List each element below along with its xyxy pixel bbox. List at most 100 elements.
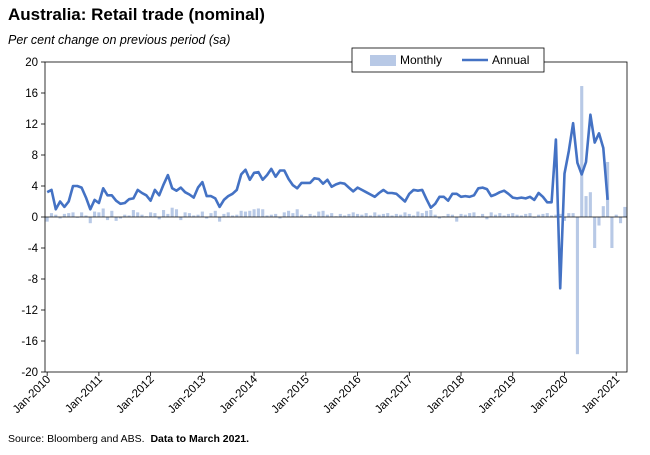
monthly-bar [248, 210, 252, 217]
monthly-bar [252, 209, 256, 217]
monthly-bar [243, 211, 248, 217]
monthly-bar [511, 213, 515, 217]
monthly-bar [463, 214, 467, 217]
monthly-bar [45, 217, 49, 222]
monthly-bar [105, 217, 110, 221]
x-tick-label: Jan-2020 [528, 374, 570, 416]
monthly-bar [312, 215, 316, 217]
monthly-bar [351, 212, 355, 217]
monthly-bar [368, 215, 373, 217]
monthly-bar [386, 213, 390, 217]
source-text: Source: Bloomberg and ABS. [8, 433, 145, 445]
monthly-bar [179, 217, 183, 221]
x-tick-label: Jan-2018 [425, 374, 467, 416]
monthly-bar [226, 212, 230, 217]
monthly-bar [450, 214, 454, 217]
monthly-bar [200, 211, 204, 217]
y-tick-label: 20 [25, 57, 38, 69]
monthly-bar [265, 215, 269, 217]
monthly-bar [269, 214, 273, 217]
monthly-bar [291, 213, 295, 217]
monthly-bar [528, 213, 532, 217]
monthly-bar [67, 213, 71, 217]
monthly-bar [218, 217, 222, 222]
y-tick-label: -8 [28, 274, 38, 286]
monthly-bar [468, 213, 472, 217]
x-tick-label: Jan-2014 [218, 373, 261, 416]
monthly-bar [597, 217, 601, 226]
monthly-bar [489, 212, 493, 217]
monthly-bar [110, 210, 114, 217]
monthly-bar [502, 215, 506, 217]
y-tick-label: 12 [25, 119, 38, 131]
monthly-bar [416, 211, 420, 217]
monthly-bar [347, 213, 351, 217]
monthly-bar [455, 217, 459, 222]
monthly-bar [84, 215, 88, 217]
monthly-bar [593, 217, 597, 248]
monthly-bar [571, 213, 575, 217]
monthly-bar [123, 214, 127, 217]
monthly-bar [235, 214, 239, 217]
monthly-bar [433, 214, 437, 217]
monthly-bar [209, 213, 213, 217]
source-note: Source: Bloomberg and ABS. Data to March… [8, 433, 249, 445]
monthly-bar [562, 217, 567, 221]
x-tick-label: Jan-2012 [114, 374, 156, 416]
monthly-bar [537, 214, 541, 217]
monthly-bar [580, 86, 584, 218]
monthly-bar [62, 213, 66, 217]
x-tick-label: Jan-2011 [63, 374, 105, 416]
monthly-bar [222, 213, 226, 217]
monthly-bar [429, 210, 433, 217]
monthly-bar [515, 214, 519, 217]
monthly-bar [183, 212, 187, 217]
monthly-bar [524, 213, 528, 217]
monthly-bar [170, 207, 174, 217]
x-tick-label: Jan-2016 [321, 374, 363, 416]
monthly-bar [394, 213, 398, 217]
monthly-bar [614, 214, 618, 217]
monthly-bar [584, 196, 588, 217]
monthly-bar [321, 210, 325, 217]
monthly-bar [93, 211, 97, 217]
y-tick-label: -16 [21, 336, 38, 348]
x-tick-label: Jan-2013 [166, 374, 208, 416]
monthly-bar [618, 217, 623, 224]
monthly-bar [127, 215, 131, 217]
monthly-bar [330, 213, 334, 217]
monthly-bar [377, 214, 381, 217]
monthly-bar [174, 209, 179, 217]
monthly-bar [58, 217, 62, 219]
monthly-bar [205, 217, 209, 219]
monthly-bar [493, 214, 498, 217]
monthly-bar [424, 210, 429, 217]
monthly-bar [136, 212, 140, 217]
monthly-bar [192, 215, 196, 217]
monthly-bar [446, 213, 450, 217]
monthly-bar [390, 215, 394, 217]
x-tick-label: Jan-2010 [11, 374, 53, 416]
monthly-bar [472, 212, 476, 217]
monthly-bar [256, 208, 260, 217]
monthly-bar [588, 192, 592, 217]
monthly-bar [213, 210, 217, 217]
monthly-bar [519, 215, 523, 217]
monthly-bar [356, 213, 360, 217]
monthly-bar [97, 212, 101, 217]
monthly-bar [274, 213, 278, 217]
monthly-bar [317, 211, 321, 217]
monthly-bar [558, 213, 562, 217]
monthly-bar [420, 213, 424, 217]
monthly-bar [403, 212, 407, 217]
data-note: Data to March 2021. [150, 433, 250, 445]
monthly-bar [157, 217, 161, 220]
chart-title: Australia: Retail trade (nominal) [8, 5, 265, 24]
monthly-bar [282, 212, 286, 217]
y-tick-label: -20 [21, 367, 38, 379]
monthly-bar [498, 213, 502, 217]
monthly-bar [364, 213, 368, 217]
monthly-bar [140, 214, 144, 217]
monthly-bar [373, 212, 377, 217]
monthly-bar [381, 213, 385, 217]
